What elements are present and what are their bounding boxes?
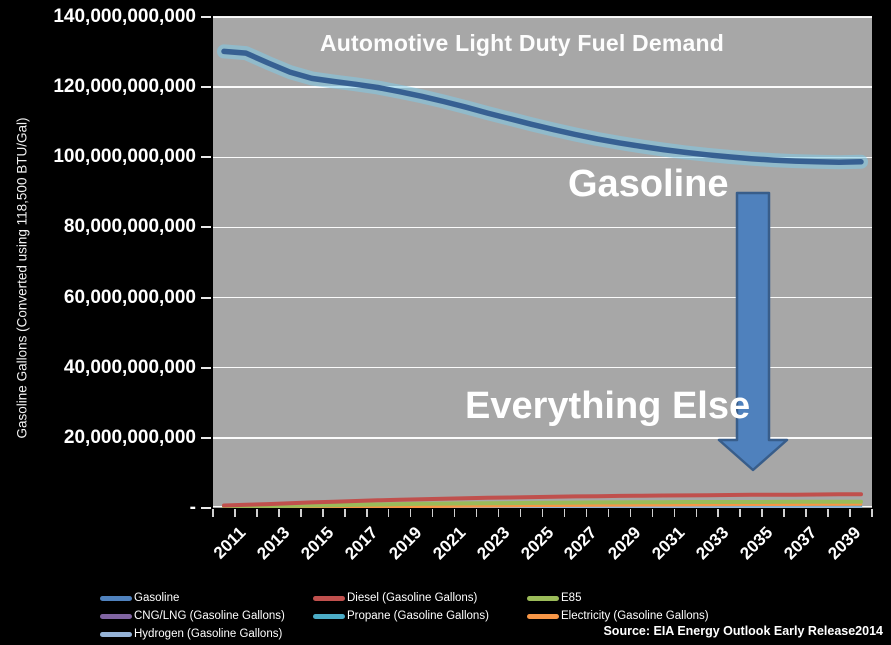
down-arrow bbox=[717, 191, 789, 472]
gridline bbox=[213, 226, 872, 229]
x-tick-mark bbox=[563, 509, 566, 517]
legend-label: Diesel (Gasoline Gallons) bbox=[347, 592, 478, 604]
legend-swatch-icon bbox=[100, 595, 132, 601]
legend-swatch-icon bbox=[527, 595, 559, 601]
legend-item: Hydrogen (Gasoline Gallons) bbox=[100, 627, 282, 641]
x-tick-mark bbox=[739, 509, 741, 517]
gridline bbox=[213, 296, 872, 299]
legend-swatch-icon bbox=[100, 631, 132, 637]
gridline bbox=[213, 367, 872, 369]
x-tick-mark bbox=[651, 509, 654, 517]
gridline bbox=[213, 86, 872, 88]
legend-item: Gasoline bbox=[100, 591, 179, 605]
x-tick-mark bbox=[212, 509, 214, 517]
y-tick-mark bbox=[201, 366, 211, 369]
x-tick-mark bbox=[695, 509, 698, 517]
annotation-gasoline: Gasoline bbox=[568, 163, 729, 205]
plot-area: Automotive Light Duty Fuel Demand Gasoli… bbox=[213, 16, 872, 508]
legend-swatch-icon bbox=[100, 613, 132, 619]
x-tick-mark bbox=[607, 509, 610, 517]
gridline bbox=[213, 16, 872, 18]
x-tick-mark bbox=[300, 509, 302, 517]
chart-canvas bbox=[217, 44, 868, 508]
x-tick-mark bbox=[278, 509, 280, 517]
x-tick-mark bbox=[234, 509, 236, 517]
legend-label: Hydrogen (Gasoline Gallons) bbox=[134, 628, 283, 640]
y-tick-label: 120,000,000,000 bbox=[53, 76, 196, 98]
gridline bbox=[213, 437, 872, 439]
y-tick-mark bbox=[201, 296, 211, 299]
x-tick-mark bbox=[673, 509, 676, 517]
y-tick-mark bbox=[201, 507, 211, 509]
x-tick-mark bbox=[387, 509, 390, 517]
x-tick-mark bbox=[322, 509, 324, 517]
y-tick-mark bbox=[201, 86, 211, 89]
legend-item: Propane (Gasoline Gallons) bbox=[313, 609, 489, 623]
legend-label: Propane (Gasoline Gallons) bbox=[347, 610, 489, 622]
x-tick-mark bbox=[585, 509, 588, 517]
series-line-glow-gasoline bbox=[217, 44, 868, 170]
y-tick-label: 100,000,000,000 bbox=[53, 146, 196, 168]
source-note: Source: EIA Energy Outlook Early Release… bbox=[603, 624, 883, 638]
y-tick-label: 40,000,000,000 bbox=[63, 356, 196, 378]
legend-item: CNG/LNG (Gasoline Gallons) bbox=[100, 609, 285, 623]
series-line-e85 bbox=[222, 499, 863, 508]
x-tick-mark bbox=[827, 509, 829, 517]
x-tick-mark bbox=[783, 509, 785, 517]
gridline bbox=[213, 156, 872, 158]
x-tick-mark bbox=[519, 509, 522, 517]
x-tick-mark bbox=[475, 509, 478, 517]
y-tick-mark bbox=[201, 156, 211, 159]
legend-label: Electricity (Gasoline Gallons) bbox=[561, 610, 709, 622]
y-tick-mark bbox=[201, 16, 211, 18]
y-tick-mark bbox=[201, 226, 211, 229]
x-tick-mark bbox=[629, 509, 632, 517]
y-tick-label: 140,000,000,000 bbox=[53, 6, 196, 27]
x-tick-mark bbox=[849, 509, 851, 517]
legend-label: E85 bbox=[561, 592, 582, 604]
legend-label: Gasoline bbox=[134, 592, 180, 604]
x-tick-mark bbox=[409, 509, 412, 517]
x-tick-mark bbox=[256, 509, 258, 517]
x-tick-mark bbox=[366, 509, 368, 517]
series-line-gasoline bbox=[221, 48, 864, 165]
x-tick-mark bbox=[805, 509, 807, 517]
series-line-electricity-gasoline-gallons- bbox=[222, 503, 863, 508]
x-tick-mark bbox=[344, 509, 346, 517]
y-tick-mark bbox=[201, 436, 211, 439]
legend-item: Diesel (Gasoline Gallons) bbox=[313, 591, 477, 605]
x-tick-mark bbox=[717, 509, 719, 517]
y-tick-label: 80,000,000,000 bbox=[63, 216, 196, 238]
x-tick-mark bbox=[541, 509, 544, 517]
legend-swatch-icon bbox=[313, 595, 345, 601]
legend-item: E85 bbox=[527, 591, 581, 605]
chart-title: Automotive Light Duty Fuel Demand bbox=[320, 30, 724, 56]
x-tick-mark bbox=[497, 509, 500, 517]
x-tick-mark bbox=[871, 509, 873, 517]
y-tick-label: 60,000,000,000 bbox=[63, 286, 196, 308]
y-tick-label: 20,000,000,000 bbox=[63, 426, 196, 448]
legend-item: Electricity (Gasoline Gallons) bbox=[527, 609, 709, 623]
legend-swatch-icon bbox=[527, 613, 559, 619]
legend-label: CNG/LNG (Gasoline Gallons) bbox=[134, 610, 285, 622]
legend-swatch-icon bbox=[313, 613, 345, 619]
series-line-diesel-gasoline-gallons- bbox=[222, 492, 863, 508]
x-tick-mark bbox=[453, 509, 456, 517]
y-tick-label: - bbox=[189, 497, 196, 518]
x-tick-mark bbox=[431, 509, 434, 517]
x-tick-mark bbox=[761, 509, 763, 517]
annotation-everything-else: Everything Else bbox=[465, 385, 751, 427]
